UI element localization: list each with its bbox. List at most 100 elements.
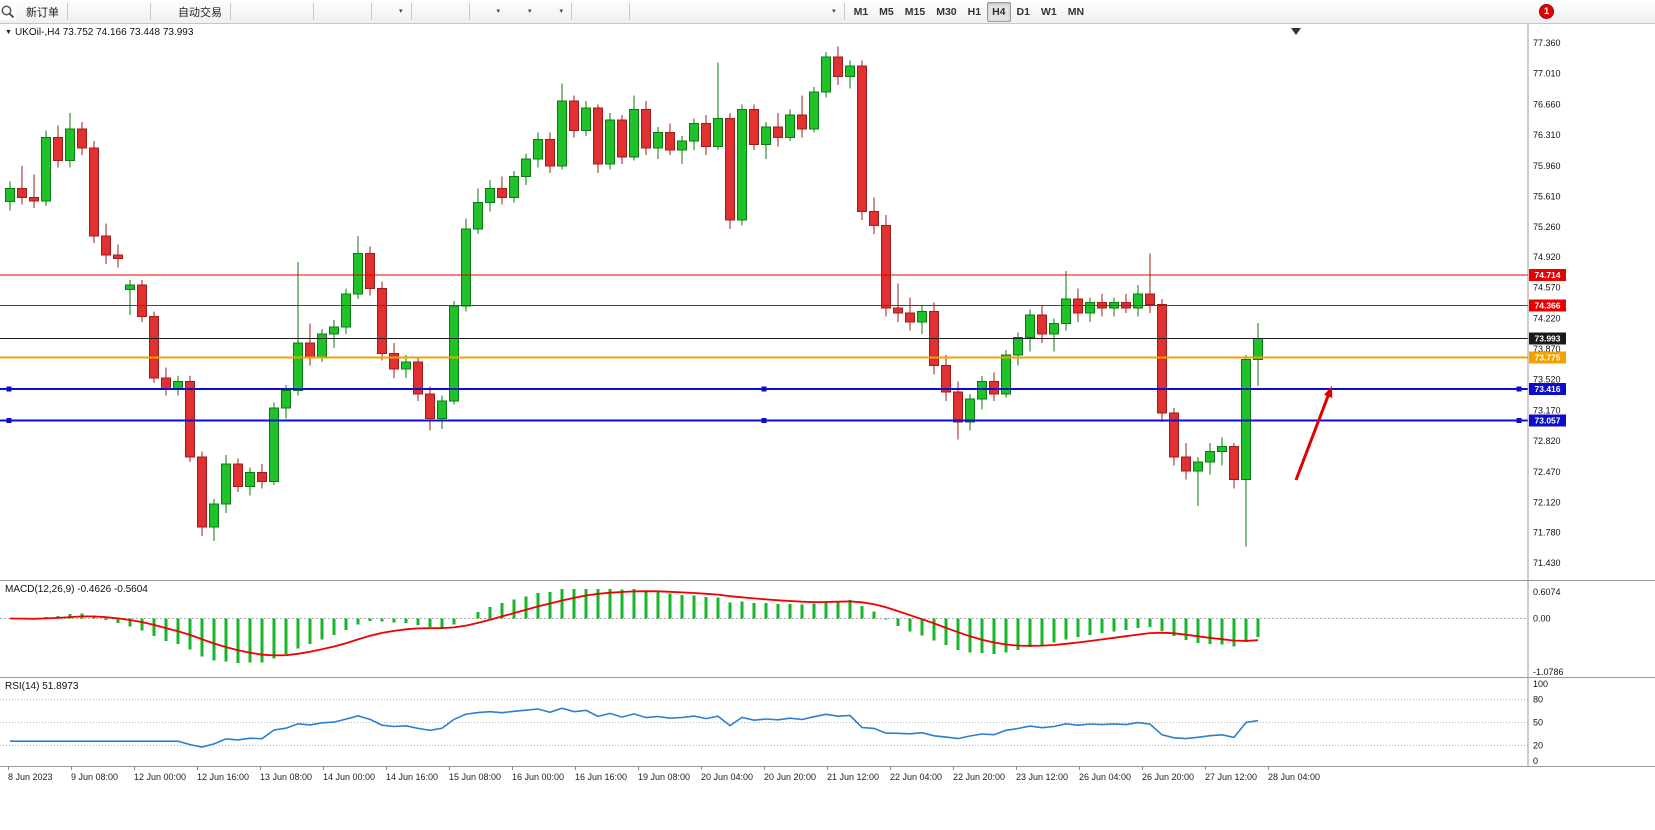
vertical-line-button[interactable] (0, 2, 658, 22)
line-handle[interactable] (1516, 386, 1522, 392)
macd-indicator-values: -0.4626 -0.5604 (77, 584, 148, 595)
refresh-button[interactable] (0, 2, 146, 22)
zoom-in-button[interactable] (0, 2, 342, 22)
candlestick-chart-button[interactable] (0, 2, 284, 22)
time-tick (764, 767, 765, 770)
svg-text:76.660: 76.660 (1533, 99, 1561, 109)
line-handle[interactable] (761, 417, 767, 423)
notification-badge[interactable]: 1 (1539, 4, 1554, 19)
label-icon: T (0, 3, 804, 20)
svg-text:75.960: 75.960 (1533, 161, 1561, 171)
date-label: 16 Jun 16:00 (575, 772, 628, 782)
periods-button[interactable]: ▾ (0, 2, 536, 22)
date-label: 13 Jun 08:00 (260, 772, 313, 782)
svg-text:74.220: 74.220 (1533, 313, 1561, 323)
label-button[interactable]: T (0, 2, 808, 22)
timeframe-w1-button[interactable]: W1 (1040, 5, 1057, 18)
time-tick (512, 767, 513, 770)
profiles-button[interactable] (0, 2, 121, 22)
symbol-ohlc-label: ▼ UKOil-,H4 73.752 74.166 73.448 73.993 (5, 27, 193, 38)
dropdown-caret-icon[interactable]: ▾ (399, 8, 403, 15)
chart-shift-marker[interactable] (1291, 28, 1301, 35)
new-chart-button[interactable] (0, 2, 96, 22)
dropdown-caret-icon[interactable]: ▾ (832, 8, 836, 15)
text-button[interactable]: A (0, 2, 783, 22)
rsi-line (10, 707, 1259, 748)
timeframe-h1-button[interactable]: H1 (967, 5, 982, 18)
auto-trading-button[interactable]: 自动交易 (0, 2, 226, 22)
dropdown-caret-icon[interactable]: ▾ (496, 8, 501, 15)
bar-chart-button[interactable] (0, 2, 259, 22)
trend-arrow-annotation[interactable] (1294, 386, 1333, 481)
symbol-timeframe-text: UKOil-,H4 (14, 27, 60, 38)
macd-panel[interactable]: 0.6074 0.00 -1.0786 (0, 580, 1655, 677)
date-label: 27 Jun 12:00 (1205, 772, 1258, 782)
time-tick (323, 767, 324, 770)
dropdown-caret-icon[interactable]: ▾ (528, 8, 532, 15)
channel-button[interactable] (0, 2, 733, 22)
chart-shift-button[interactable] (0, 2, 465, 22)
toolbar-separator (629, 3, 631, 20)
line-handle[interactable] (761, 386, 767, 392)
tile-windows-button[interactable]: ▾ (0, 2, 407, 22)
time-tick (1079, 767, 1080, 770)
line-handle[interactable] (6, 386, 12, 392)
new-order-button-label: 新订单 (26, 6, 59, 19)
timeframe-h4-button[interactable]: H4 (987, 1, 1011, 22)
price-chart-panel[interactable]: 77.360 77.010 76.660 76.310 75.960 75.610 75.2… (0, 24, 1655, 580)
cursor-button[interactable] (0, 2, 600, 22)
macd-label: MACD(12,26,9) -0.4626 -0.5604 (5, 584, 148, 595)
auto-scroll-button[interactable] (0, 2, 440, 22)
line-handle[interactable] (1516, 417, 1522, 423)
line-handle[interactable] (6, 417, 12, 423)
toolbar-separator (571, 3, 573, 20)
rsi-panel[interactable]: 100 80 50 20 0 (0, 677, 1655, 766)
refresh-icon (0, 3, 142, 20)
cursor-icon (0, 3, 596, 20)
timeframe-m1-button[interactable]: M1 (853, 5, 869, 18)
svg-text:74.714: 74.714 (1535, 270, 1561, 280)
timeframe-m30-button[interactable]: M30 (936, 5, 957, 18)
time-axis[interactable]: 8 Jun 2023 9 Jun 08:00 12 Jun 00:00 12 Jun … (0, 766, 1655, 788)
timeframe-m15-button[interactable]: M15 (904, 5, 926, 18)
time-tick (8, 767, 9, 770)
profiles-icon (0, 3, 117, 20)
time-tick (638, 767, 639, 770)
toolbar-separator (313, 3, 314, 20)
svg-text:20: 20 (1533, 741, 1543, 751)
time-tick (1142, 767, 1143, 770)
date-label: 15 Jun 08:00 (449, 772, 502, 782)
macd-histogram (20, 589, 1260, 663)
line-chart-button[interactable] (0, 2, 309, 22)
trendline-button[interactable] (0, 2, 708, 22)
rsi-indicator-name: RSI(14) (5, 681, 40, 692)
toolbar-separator (150, 3, 151, 20)
price-tag (1529, 382, 1566, 395)
horizontal-line-button[interactable] (0, 2, 683, 22)
indicators-button[interactable]: ▾ (0, 2, 505, 22)
chart-menu-icon[interactable]: ▼ (5, 29, 12, 36)
fibonacci-button[interactable] (0, 2, 758, 22)
shapes-button[interactable]: ▾ (0, 2, 840, 22)
templates-button[interactable]: ▾ (0, 2, 568, 22)
rsi-scale: 100 80 50 20 0 (1533, 679, 1548, 766)
svg-text:75.260: 75.260 (1533, 222, 1561, 232)
dropdown-caret-icon[interactable]: ▾ (559, 8, 564, 15)
toolbar-separator (410, 3, 412, 20)
toolbar-separator (67, 3, 68, 20)
price-tag (1529, 351, 1566, 364)
timeframe-m5-button[interactable]: M5 (879, 5, 894, 18)
toolbar-separator (371, 3, 372, 20)
timeframe-d1-button[interactable]: D1 (1016, 5, 1030, 18)
svg-text:72.470: 72.470 (1533, 467, 1561, 477)
time-tick (701, 767, 702, 770)
toolbar-separator (230, 3, 231, 20)
crosshair-button[interactable] (0, 2, 625, 22)
zoom-out-button[interactable] (0, 2, 367, 22)
price-tag (1529, 299, 1566, 312)
timeframe-mn-button[interactable]: MN (1067, 5, 1085, 18)
bars-icon (0, 3, 255, 20)
indicators-plus-icon (0, 3, 494, 20)
search-icon[interactable] (0, 3, 1531, 20)
